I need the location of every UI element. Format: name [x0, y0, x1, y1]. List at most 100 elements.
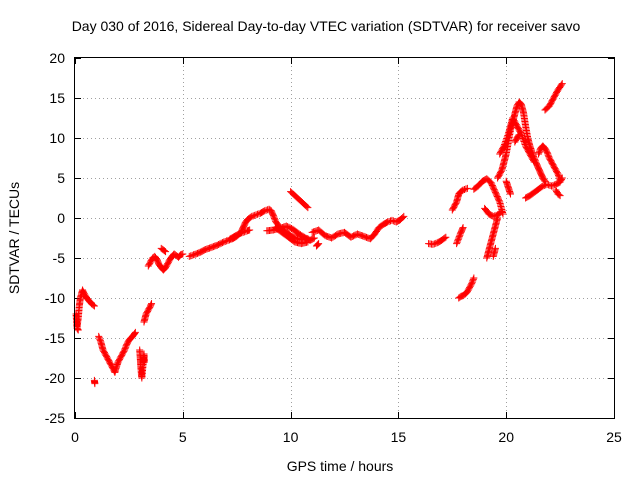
data-trace	[157, 244, 170, 256]
data-point	[147, 301, 155, 309]
data-trace	[455, 274, 478, 302]
data-point	[238, 229, 246, 237]
data-point	[236, 229, 244, 237]
x-tick-label: 15	[391, 429, 407, 445]
data-trace	[522, 174, 566, 202]
data-trace	[287, 188, 312, 212]
data-point	[470, 274, 478, 282]
data-point	[220, 238, 228, 246]
data-trace	[502, 177, 515, 198]
data-point	[251, 211, 259, 219]
data-point	[498, 208, 506, 216]
data-point	[388, 216, 396, 224]
data-point	[162, 248, 170, 256]
y-tick-label: -15	[45, 330, 65, 346]
data-point	[500, 142, 508, 150]
data-trace	[552, 186, 564, 200]
x-tick-label: 20	[498, 429, 514, 445]
data-point	[89, 301, 97, 309]
data-point	[501, 139, 509, 147]
data-point	[254, 210, 262, 218]
data-point	[459, 224, 467, 232]
data-point	[515, 131, 523, 139]
x-tick-labels: 0 5 10 15 20 25	[71, 429, 622, 445]
data-point	[239, 228, 247, 236]
data-trace	[136, 346, 148, 382]
data-point	[430, 240, 438, 248]
data-point	[303, 203, 311, 211]
data-trace	[448, 184, 471, 214]
data-points	[72, 80, 566, 388]
data-point	[519, 136, 527, 144]
data-point	[463, 184, 471, 192]
y-tick-label: 5	[57, 170, 65, 186]
y-tick-label: -20	[45, 370, 65, 386]
data-point	[223, 237, 231, 245]
x-tick-label: 10	[283, 429, 299, 445]
data-point	[315, 240, 323, 248]
data-point	[558, 175, 566, 183]
data-point	[495, 197, 503, 205]
data-point	[462, 185, 470, 193]
data-point	[131, 329, 139, 337]
data-point	[399, 213, 407, 221]
data-point	[501, 141, 509, 148]
data-point	[557, 81, 565, 89]
y-tick-labels: -25 -20 -15 -10 -5 0 5 10 15 20	[45, 50, 65, 426]
y-tick-label: 10	[49, 130, 65, 146]
data-trace	[541, 80, 566, 114]
data-point	[503, 135, 511, 142]
data-point	[261, 207, 269, 215]
data-point	[489, 212, 497, 220]
data-point	[558, 174, 566, 182]
data-trace	[308, 212, 408, 243]
data-point	[74, 325, 82, 333]
x-axis-label: GPS time / hours	[287, 458, 394, 474]
data-point	[503, 133, 511, 141]
data-point	[131, 328, 139, 336]
data-point	[241, 228, 249, 236]
data-point	[519, 135, 527, 142]
y-tick-label: 0	[57, 210, 65, 226]
data-trace	[453, 224, 467, 248]
data-point	[74, 326, 82, 334]
data-point	[459, 186, 467, 194]
data-trace	[140, 300, 156, 326]
data-point	[160, 247, 168, 255]
data-point	[507, 190, 515, 198]
data-point	[491, 244, 499, 252]
data-trace	[511, 131, 523, 146]
data-point	[502, 138, 510, 145]
data-trace	[226, 226, 254, 243]
data-point	[441, 234, 449, 242]
x-tick-label: 25	[606, 429, 622, 445]
data-point	[249, 212, 257, 220]
data-point	[547, 182, 555, 190]
data-point	[221, 237, 229, 245]
data-point	[555, 191, 563, 199]
data-trace	[489, 244, 499, 260]
data-point	[313, 241, 321, 249]
data-trace	[90, 376, 99, 388]
data-point	[558, 80, 566, 88]
data-point	[514, 132, 522, 140]
x-tick-label: 5	[179, 429, 187, 445]
data-point	[384, 218, 392, 226]
data-point	[502, 136, 510, 144]
data-trace	[95, 328, 139, 376]
data-point	[521, 139, 529, 147]
data-point	[140, 358, 148, 366]
data-point	[516, 99, 524, 107]
data-point	[429, 240, 437, 248]
data-point	[310, 234, 318, 242]
y-tick-label: 20	[49, 50, 65, 66]
data-point	[469, 275, 477, 283]
data-point	[494, 214, 502, 222]
data-point	[530, 158, 538, 166]
data-point	[400, 212, 408, 220]
data-point	[314, 240, 322, 248]
data-point	[556, 192, 564, 200]
data-point	[179, 250, 187, 258]
data-trace	[535, 142, 564, 184]
data-point	[504, 132, 512, 139]
